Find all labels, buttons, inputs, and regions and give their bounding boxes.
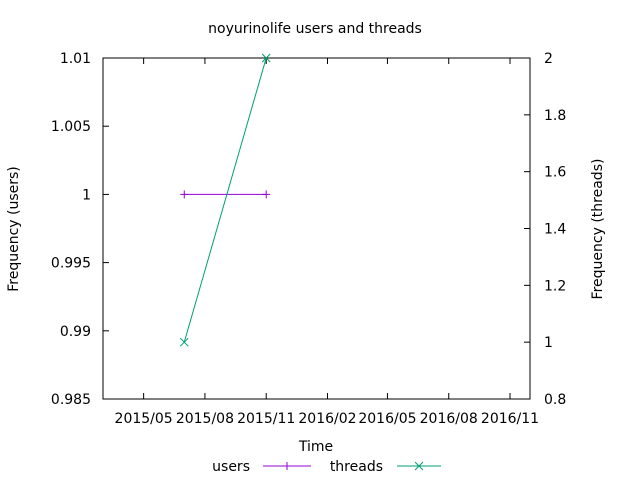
y-left-tick-label: 0.985: [51, 392, 91, 408]
data-point-threads: [261, 53, 271, 63]
y-right-tick-label: 0.8: [544, 392, 566, 408]
legend-marker-threads: [414, 461, 424, 471]
series-layer: [179, 53, 271, 347]
y-left-tick-label: 0.995: [51, 256, 91, 272]
x-tick-label: 2016/08: [420, 411, 478, 427]
x-tick-label: 2016/05: [358, 411, 416, 427]
data-point-users: [262, 190, 271, 199]
legend-label-threads: threads: [330, 459, 383, 475]
y-right-tick-label: 1.8: [544, 108, 566, 124]
y-left-tick-label: 0.99: [60, 324, 91, 340]
y-right-tick-label: 1.4: [544, 222, 566, 238]
y-right-tick-label: 2: [544, 51, 553, 67]
y-left-tick-label: 1.005: [51, 119, 91, 135]
legend: users threads: [212, 459, 441, 475]
y-left-tick-label: 1: [82, 187, 91, 203]
x-axis-title: Time: [298, 439, 333, 455]
x-tick-label: 2015/08: [176, 411, 234, 427]
data-point-threads: [179, 337, 189, 347]
y-axis-right-title: Frequency (threads): [590, 159, 606, 300]
x-tick-label: 2016/02: [298, 411, 356, 427]
axis-ticks: 2015/05 2015/08 2015/11 2016/02 2016/05 2016/…: [51, 51, 566, 427]
chart-title: noyurinolife users and threads: [208, 21, 422, 37]
plot-frame: [102, 57, 531, 400]
y-right-tick-label: 1.6: [544, 165, 566, 181]
legend-marker-users: [283, 462, 291, 470]
y-left-tick-label: 1.01: [60, 51, 91, 67]
x-tick-label: 2016/11: [481, 411, 539, 427]
y-right-tick-label: 1: [544, 335, 553, 351]
y-axis-left-title: Frequency (users): [6, 166, 22, 292]
data-point-users: [180, 190, 189, 199]
y-right-tick-label: 1.2: [544, 278, 566, 294]
legend-label-users: users: [212, 459, 250, 475]
x-tick-label: 2015/11: [237, 411, 295, 427]
x-tick-label: 2015/05: [115, 411, 173, 427]
series-line-threads: [183, 57, 267, 343]
